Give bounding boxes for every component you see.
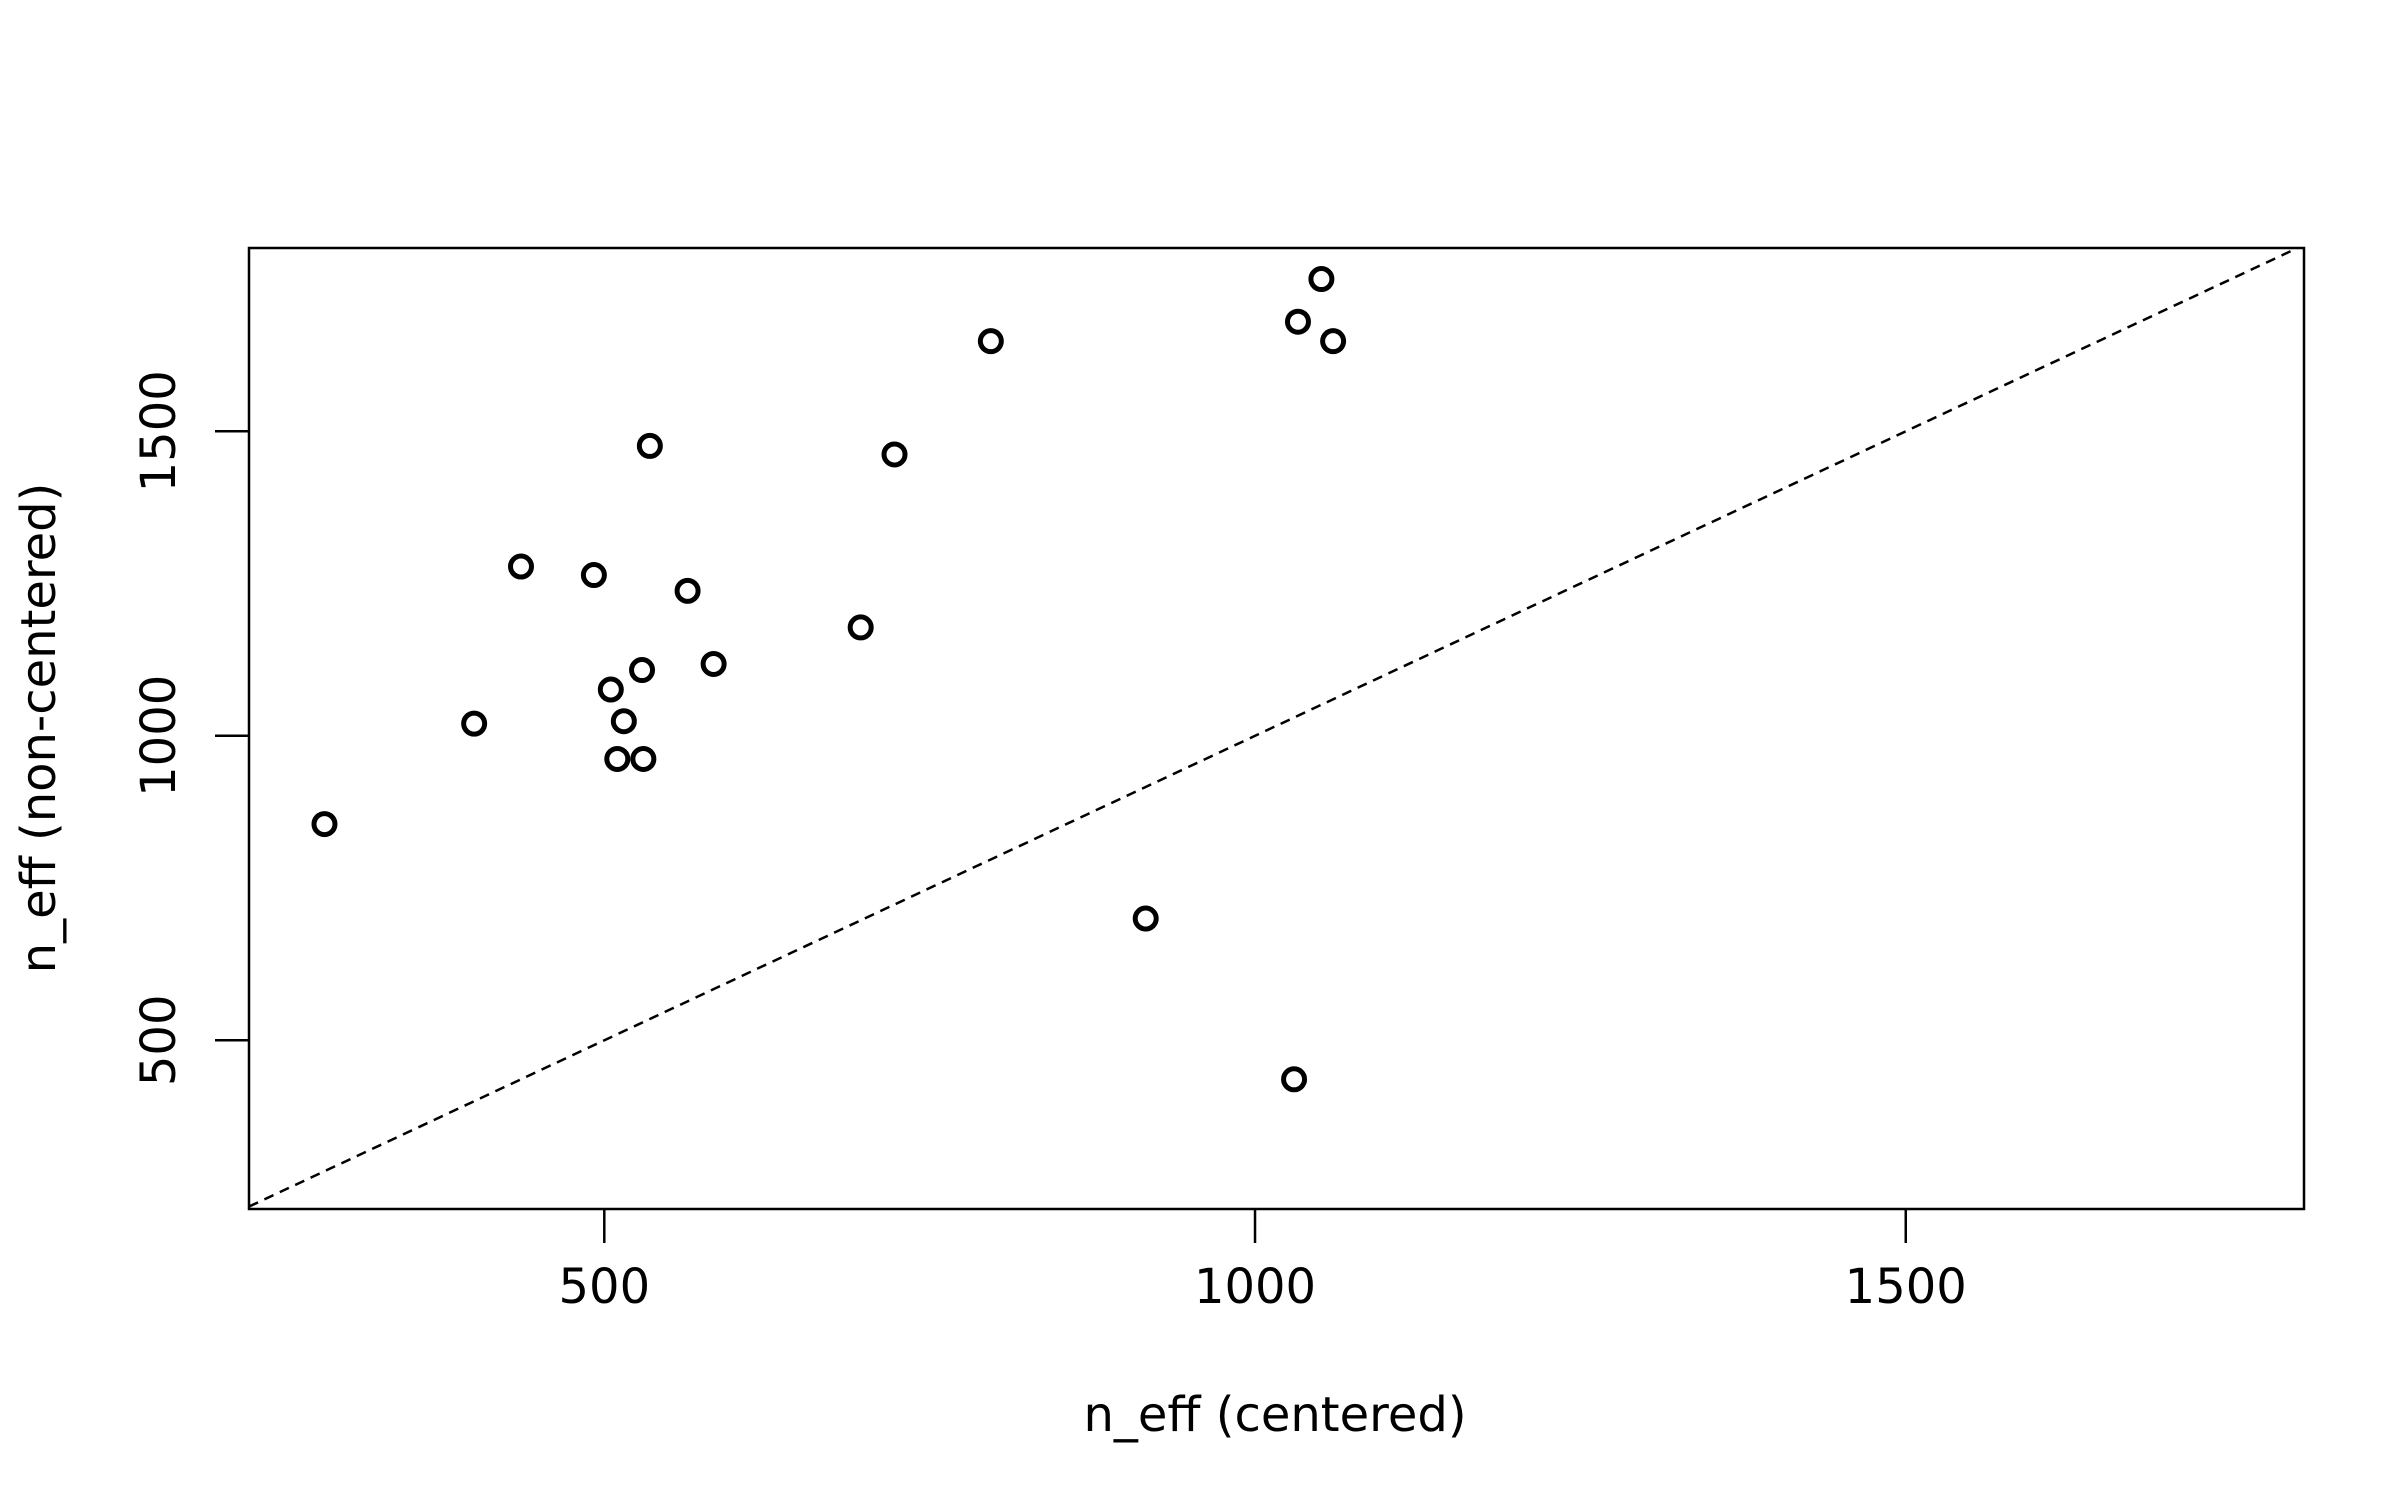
data-point-10: [636, 432, 663, 459]
data-point-1: [311, 811, 338, 838]
y-tick-label-500: 500: [131, 994, 187, 1086]
plot-frame: [247, 246, 2306, 1211]
y-tick-label-1500: 1500: [131, 370, 187, 492]
data-point-19: [1308, 266, 1335, 293]
data-point-15: [977, 328, 1004, 355]
identity-reference-line: [248, 246, 2299, 1208]
y-axis-label: n_eff (non-centered): [11, 483, 67, 974]
data-point-13: [847, 614, 874, 641]
data-point-4: [580, 562, 607, 589]
data-point-14: [881, 441, 908, 468]
x-axis-label: n_eff (centered): [1083, 1387, 1466, 1443]
data-point-16: [1132, 905, 1159, 932]
data-point-6: [604, 745, 631, 772]
data-point-3: [508, 553, 535, 580]
data-point-20: [1320, 328, 1347, 355]
data-point-5: [597, 676, 624, 703]
x-tick-label-1000: 1000: [1194, 1259, 1316, 1315]
data-point-11: [674, 577, 701, 604]
data-point-17: [1281, 1066, 1308, 1093]
data-point-18: [1284, 308, 1311, 335]
y-tick-label-1000: 1000: [131, 675, 187, 797]
data-point-2: [461, 710, 488, 737]
x-tick-label-500: 500: [558, 1259, 650, 1315]
data-point-9: [630, 745, 657, 772]
plot-layer: 500 1000 1500 500 1000 1500: [131, 246, 2306, 1315]
data-point-7: [610, 708, 637, 735]
data-point-12: [700, 650, 727, 677]
data-point-8: [629, 657, 656, 684]
x-tick-label-1500: 1500: [1845, 1259, 1967, 1315]
